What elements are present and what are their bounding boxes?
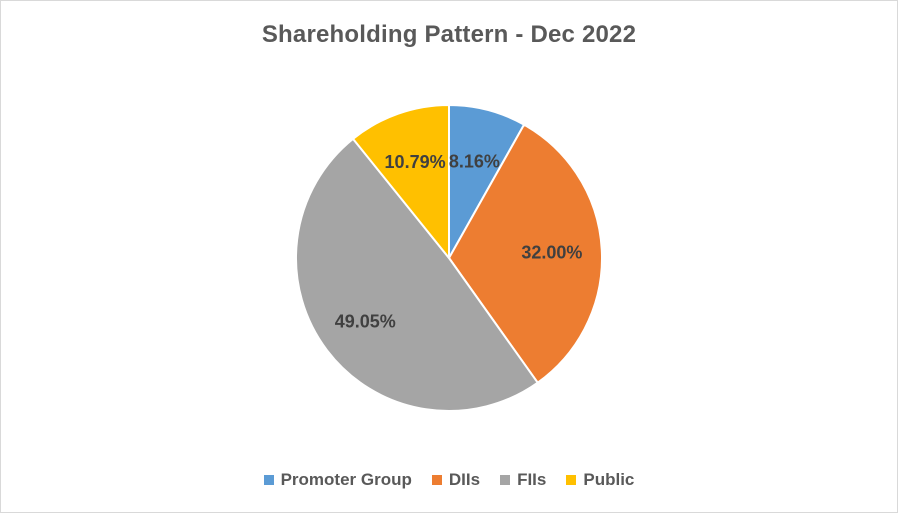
pie-data-labels: 8.16% 32.00% 49.05% 10.79%: [335, 151, 583, 331]
legend-label-public: Public: [583, 470, 635, 489]
data-label-promoter-group: 8.16%: [449, 151, 500, 171]
pie-slice-public: [351, 103, 450, 261]
legend-label-promoter-group: Promoter Group: [280, 470, 412, 489]
data-label-public: 10.79%: [385, 152, 446, 172]
legend: Promoter Group DIIs FIIs Public: [1, 470, 897, 490]
data-label-diis: 32.00%: [521, 243, 582, 263]
pie-slices: [295, 103, 603, 412]
legend-swatch-public: [566, 475, 577, 485]
chart-title: Shareholding Pattern - Dec 2022: [261, 21, 637, 48]
data-label-fiis: 49.05%: [335, 311, 396, 331]
legend-label-diis: DIIs: [448, 470, 481, 489]
legend-item-promoter-group: Promoter Group: [263, 470, 412, 490]
legend-swatch-diis: [431, 475, 442, 485]
legend-item-public: Public: [566, 470, 634, 490]
legend-swatch-promoter-group: [263, 475, 274, 485]
legend-label-fiis: FIIs: [517, 470, 547, 489]
pie-slice-fiis: [295, 137, 540, 412]
pie-slice-diis: [447, 123, 603, 385]
legend-item-diis: DIIs: [431, 470, 481, 490]
legend-swatch-fiis: [500, 475, 511, 485]
legend-item-fiis: FIIs: [500, 470, 546, 490]
